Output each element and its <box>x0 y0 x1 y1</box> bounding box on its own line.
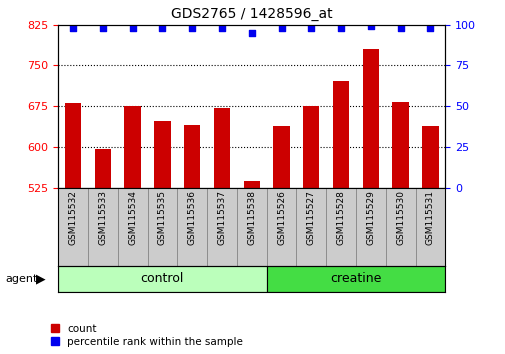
Bar <box>118 188 147 266</box>
Point <box>188 25 196 31</box>
Bar <box>207 188 236 266</box>
Bar <box>332 81 348 188</box>
Bar <box>124 106 140 188</box>
Text: GSM115527: GSM115527 <box>306 190 315 245</box>
Point <box>307 25 315 31</box>
Text: GSM115535: GSM115535 <box>158 190 167 245</box>
Text: GSM115533: GSM115533 <box>98 190 107 245</box>
Bar <box>273 126 289 188</box>
Bar <box>385 188 415 266</box>
Bar <box>58 266 266 292</box>
Bar <box>266 266 444 292</box>
Text: GSM115532: GSM115532 <box>69 190 77 245</box>
Bar <box>392 102 408 188</box>
Bar <box>236 188 266 266</box>
Point <box>366 24 374 29</box>
Bar <box>213 108 230 188</box>
Text: GSM115534: GSM115534 <box>128 190 137 245</box>
Point <box>247 30 256 36</box>
Bar <box>147 188 177 266</box>
Text: GSM115526: GSM115526 <box>276 190 285 245</box>
Bar <box>243 181 260 188</box>
Bar <box>355 188 385 266</box>
Bar <box>362 49 378 188</box>
Bar <box>58 188 88 266</box>
Bar <box>302 106 319 188</box>
Bar <box>184 125 200 188</box>
Bar <box>326 188 355 266</box>
Bar <box>154 121 170 188</box>
Point <box>98 25 107 31</box>
Point <box>336 25 344 31</box>
Text: control: control <box>140 272 184 285</box>
Point <box>218 25 226 31</box>
Text: GSM115530: GSM115530 <box>395 190 405 245</box>
Bar <box>88 188 118 266</box>
Bar <box>65 103 81 188</box>
Bar <box>266 188 296 266</box>
Bar <box>94 149 111 188</box>
Text: GSM115531: GSM115531 <box>425 190 434 245</box>
Title: GDS2765 / 1428596_at: GDS2765 / 1428596_at <box>171 7 332 21</box>
Text: GSM115528: GSM115528 <box>336 190 345 245</box>
Text: GSM115529: GSM115529 <box>366 190 375 245</box>
Point <box>158 25 166 31</box>
Text: GSM115536: GSM115536 <box>187 190 196 245</box>
Point <box>426 25 434 31</box>
Bar <box>296 188 326 266</box>
Point <box>277 25 285 31</box>
Text: creatine: creatine <box>330 272 381 285</box>
Point <box>69 25 77 31</box>
Bar <box>415 188 444 266</box>
Text: GSM115538: GSM115538 <box>247 190 256 245</box>
Point <box>396 25 404 31</box>
Legend: count, percentile rank within the sample: count, percentile rank within the sample <box>50 324 243 347</box>
Bar <box>177 188 207 266</box>
Bar <box>421 126 438 188</box>
Point <box>128 25 136 31</box>
Text: GSM115537: GSM115537 <box>217 190 226 245</box>
Text: ▶: ▶ <box>36 272 46 285</box>
Text: agent: agent <box>5 274 37 284</box>
